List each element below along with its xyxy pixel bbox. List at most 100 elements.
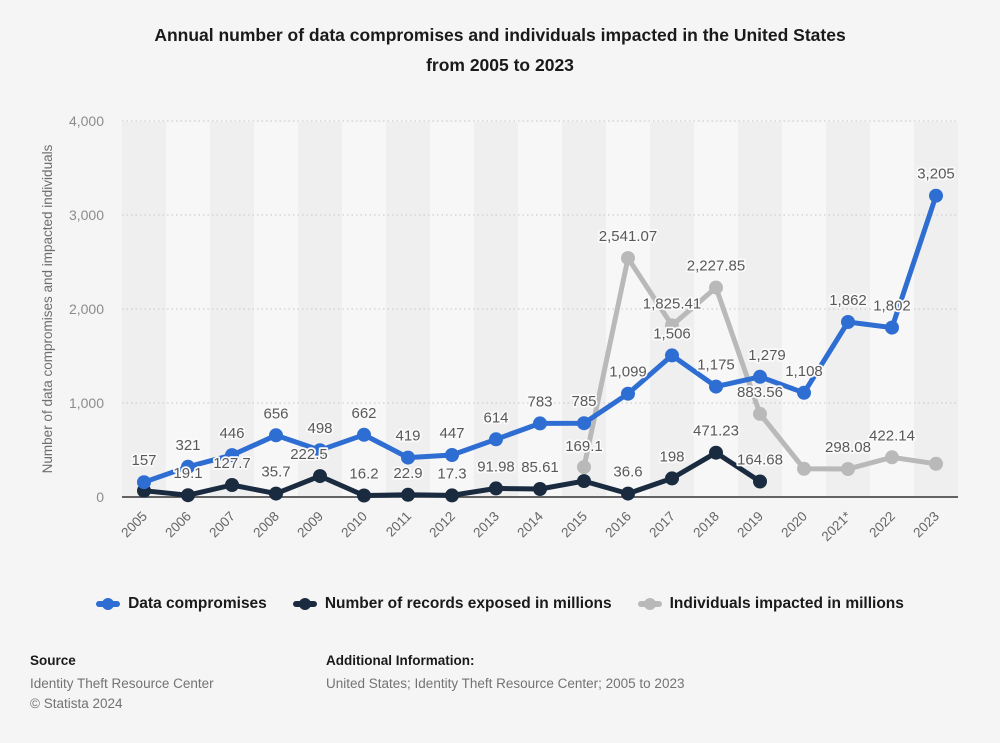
data-point[interactable] bbox=[357, 488, 371, 503]
legend-item-records-exposed[interactable]: Number of records exposed in millions bbox=[292, 595, 612, 613]
data-point[interactable] bbox=[533, 416, 547, 431]
source-name[interactable]: Identity Theft Resource Center bbox=[30, 676, 214, 691]
data-point[interactable] bbox=[489, 481, 503, 496]
x-axis-label: 2021* bbox=[819, 508, 855, 544]
data-label: 3,205 bbox=[917, 166, 955, 183]
x-axis-label: 2010 bbox=[338, 509, 370, 541]
x-axis-label: 2007 bbox=[206, 509, 238, 541]
data-point[interactable] bbox=[577, 474, 591, 489]
data-point[interactable] bbox=[577, 460, 591, 475]
data-point[interactable] bbox=[797, 385, 811, 400]
additional-info-block: Additional Information: United States; I… bbox=[326, 651, 684, 694]
legend-marker bbox=[637, 601, 662, 607]
data-label: 656 bbox=[263, 405, 288, 422]
data-label: 157 bbox=[131, 452, 156, 469]
data-point[interactable] bbox=[753, 474, 767, 489]
legend-label: Number of records exposed in millions bbox=[324, 595, 612, 612]
data-point[interactable] bbox=[753, 369, 767, 384]
y-axis-tick-label: 1,000 bbox=[69, 395, 104, 411]
data-point[interactable] bbox=[489, 432, 503, 447]
data-label: 164.68 bbox=[737, 452, 783, 469]
data-point[interactable] bbox=[313, 443, 327, 458]
data-point[interactable] bbox=[181, 488, 195, 503]
y-axis-title: Number of data compromises and impacted … bbox=[40, 144, 55, 473]
x-axis-label: 2020 bbox=[778, 509, 810, 541]
data-point[interactable] bbox=[929, 188, 943, 203]
data-label: 1,108 bbox=[785, 363, 823, 380]
legend-marker bbox=[292, 601, 317, 607]
legend: Data compromises Number of records expos… bbox=[0, 591, 1000, 617]
data-point[interactable] bbox=[665, 471, 679, 486]
additional-info-heading: Additional Information: bbox=[326, 653, 475, 668]
legend-label: Data compromises bbox=[128, 595, 267, 612]
data-point[interactable] bbox=[269, 486, 283, 501]
data-point[interactable] bbox=[709, 379, 723, 394]
copyright: © Statista 2024 bbox=[30, 696, 123, 711]
data-point[interactable] bbox=[841, 462, 855, 476]
data-point[interactable] bbox=[885, 450, 899, 465]
line-chart: 4,000 3,000 2,000 1,000 0 Number of data comp… bbox=[40, 113, 958, 544]
data-point[interactable] bbox=[929, 456, 943, 471]
x-axis-label: 2017 bbox=[646, 509, 678, 541]
data-point[interactable] bbox=[533, 482, 547, 496]
data-point[interactable] bbox=[401, 450, 415, 465]
data-label: 447 bbox=[439, 425, 464, 442]
legend-item-data-compromises[interactable]: Data compromises bbox=[96, 595, 267, 613]
data-point[interactable] bbox=[445, 488, 459, 503]
data-label: 85.61 bbox=[521, 459, 559, 476]
data-label: 662 bbox=[351, 405, 376, 422]
data-point[interactable] bbox=[137, 475, 151, 490]
data-point[interactable] bbox=[709, 280, 723, 295]
data-label: 127.7 bbox=[213, 455, 251, 472]
data-label: 16.2 bbox=[349, 466, 378, 483]
data-label: 1,175 bbox=[697, 357, 735, 374]
data-point[interactable] bbox=[357, 427, 371, 442]
x-axis-label: 2005 bbox=[118, 509, 150, 541]
data-point[interactable] bbox=[313, 469, 327, 484]
data-point[interactable] bbox=[621, 251, 635, 266]
legend-marker bbox=[96, 601, 121, 607]
data-point[interactable] bbox=[621, 486, 635, 501]
data-point[interactable] bbox=[401, 487, 415, 502]
data-point[interactable] bbox=[225, 448, 239, 463]
x-axis-label: 2015 bbox=[558, 509, 590, 541]
x-axis-label: 2022 bbox=[866, 509, 898, 541]
data-point[interactable] bbox=[885, 320, 899, 335]
data-label: 298.08 bbox=[825, 439, 871, 456]
legend-item-individuals-impacted[interactable]: Individuals impacted in millions bbox=[637, 595, 904, 613]
data-point[interactable] bbox=[753, 406, 767, 421]
data-label: 35.7 bbox=[261, 464, 290, 481]
source-block: Source Identity Theft Resource Center © … bbox=[30, 651, 214, 714]
data-label: 91.98 bbox=[477, 458, 515, 475]
data-label: 419 bbox=[395, 428, 420, 445]
data-point[interactable] bbox=[797, 461, 811, 476]
data-label: 498 bbox=[307, 420, 332, 437]
source-heading: Source bbox=[30, 653, 76, 668]
x-axis-label: 2023 bbox=[910, 509, 942, 541]
data-label: 222.5 bbox=[290, 446, 328, 463]
data-point[interactable] bbox=[445, 448, 459, 462]
data-label: 1,506 bbox=[653, 325, 691, 342]
data-point[interactable] bbox=[269, 428, 283, 443]
data-label: 1,862 bbox=[829, 292, 867, 309]
data-label: 1,099 bbox=[609, 364, 647, 381]
data-label: 1,825.41 bbox=[643, 295, 701, 312]
x-axis-label: 2006 bbox=[162, 509, 194, 541]
x-axis-label: 2018 bbox=[690, 509, 722, 541]
year-band bbox=[562, 122, 606, 497]
y-axis-tick-label: 2,000 bbox=[69, 301, 104, 317]
data-point[interactable] bbox=[665, 318, 679, 333]
data-point[interactable] bbox=[181, 459, 195, 474]
data-point[interactable] bbox=[841, 315, 855, 329]
data-point[interactable] bbox=[621, 386, 635, 401]
additional-info-text: United States; Identity Theft Resource C… bbox=[326, 676, 685, 691]
data-point[interactable] bbox=[709, 445, 723, 460]
data-point[interactable] bbox=[665, 348, 679, 363]
data-point[interactable] bbox=[577, 416, 591, 431]
chart-svg: 4,000 3,000 2,000 1,000 0 Number of data comp… bbox=[40, 113, 958, 544]
x-axis-label: 2009 bbox=[294, 509, 326, 541]
data-label: 471.23 bbox=[693, 423, 739, 440]
data-point[interactable] bbox=[225, 478, 239, 492]
data-label: 169.1 bbox=[565, 438, 603, 455]
